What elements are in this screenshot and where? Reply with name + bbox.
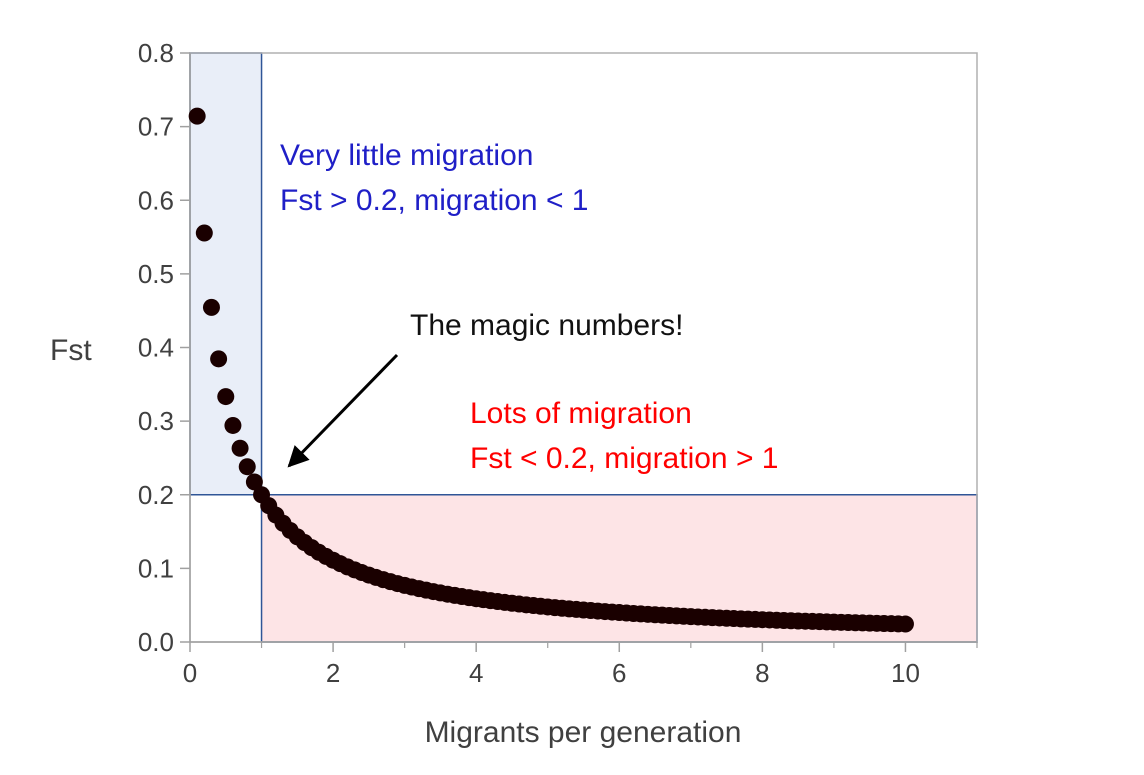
- y-tick-label: 0.1: [138, 553, 174, 583]
- data-point: [217, 388, 235, 406]
- magic-numbers-label: The magic numbers!: [410, 309, 683, 342]
- high-migration-label-line2: Fst < 0.2, migration > 1: [470, 442, 778, 475]
- high-migration-label-line1: Lots of migration: [470, 397, 692, 430]
- data-point: [210, 350, 228, 368]
- y-tick-label: 0.8: [138, 38, 174, 68]
- data-point: [188, 107, 206, 125]
- data-point: [202, 298, 220, 316]
- y-tick-label: 0.0: [138, 627, 174, 657]
- magic-numbers-arrow: [287, 353, 399, 468]
- x-tick-label: 4: [469, 658, 483, 688]
- low-migration-label-line1: Very little migration: [280, 139, 533, 172]
- x-tick-label: 2: [326, 658, 340, 688]
- x-tick-label: 0: [183, 658, 197, 688]
- y-tick-label: 0.5: [138, 259, 174, 289]
- data-point: [195, 224, 213, 242]
- x-tick-label: 8: [755, 658, 769, 688]
- y-tick-label: 0.3: [138, 406, 174, 436]
- axes: 0 2 4 6 8 10 0.0 0.1 0.2 0.3 0.4 0.5 0.6 0.7 0.8: [138, 38, 978, 688]
- data-point: [238, 458, 256, 476]
- data-point: [896, 615, 914, 633]
- y-tick-label: 0.6: [138, 185, 174, 215]
- x-axis-title: Migrants per generation: [425, 716, 742, 749]
- data-points: [188, 107, 914, 633]
- x-tick-label: 10: [891, 658, 920, 688]
- y-axis-title: Fst: [50, 334, 92, 367]
- y-tick-label: 0.4: [138, 333, 174, 363]
- y-tick-label: 0.7: [138, 112, 174, 142]
- x-tick-label: 6: [612, 658, 626, 688]
- data-point: [231, 439, 249, 457]
- data-point: [224, 416, 242, 434]
- low-migration-label-line2: Fst > 0.2, migration < 1: [280, 184, 588, 217]
- data-point: [245, 473, 263, 491]
- y-tick-label: 0.2: [138, 480, 174, 510]
